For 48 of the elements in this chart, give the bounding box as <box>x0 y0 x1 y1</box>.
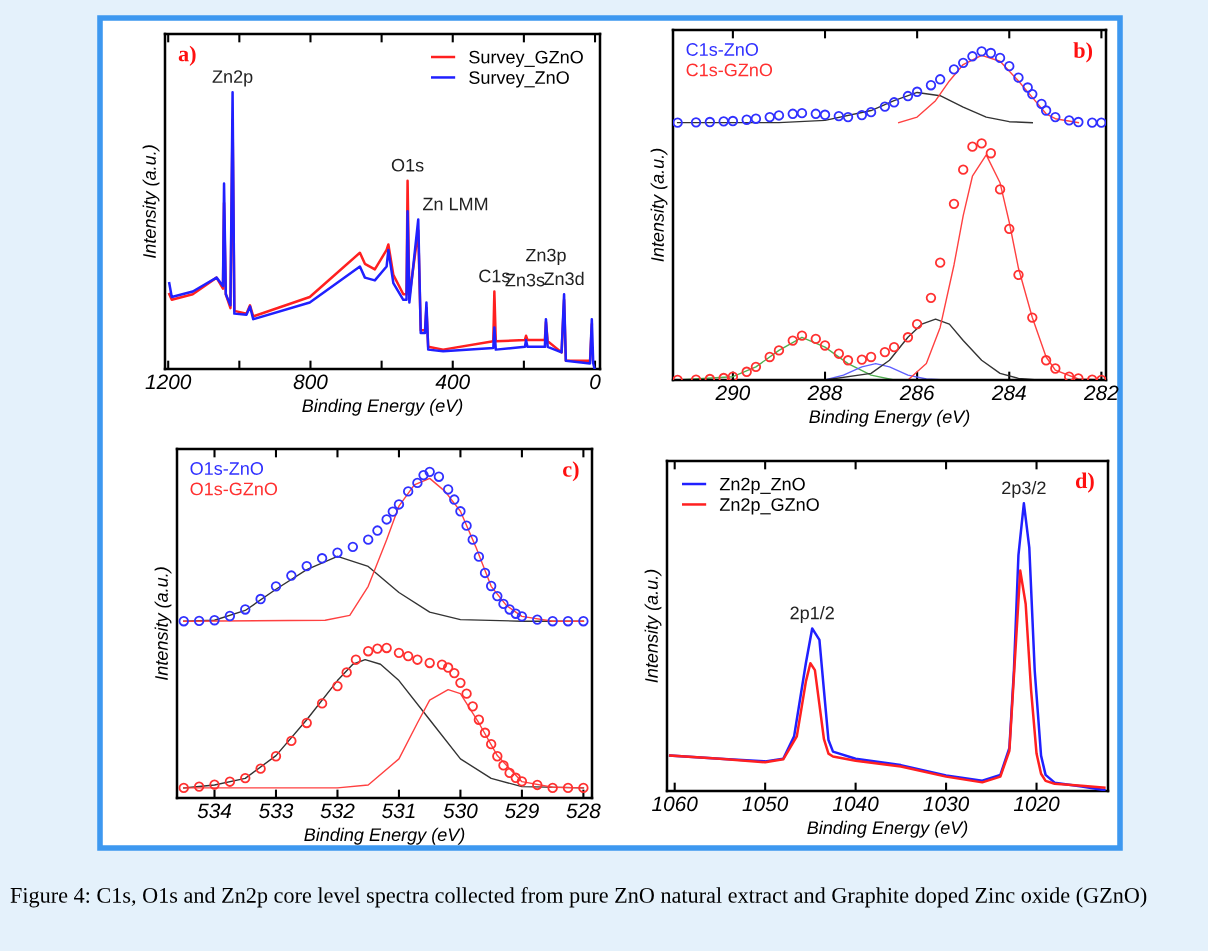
annotation: Zn3d <box>544 271 584 286</box>
legend-label: Zn2p_ZnO <box>719 477 805 495</box>
x-tick-label: 531 <box>382 803 415 819</box>
y-axis-title: Intensity (a.u.) <box>154 567 172 680</box>
x-tick-label: 286 <box>899 385 935 401</box>
annotation: Zn2p <box>212 70 253 87</box>
x-tick-label: 0 <box>590 374 601 390</box>
x-tick-label: 529 <box>505 803 539 819</box>
x-tick-label: 1060 <box>652 796 698 812</box>
x-tick-label: 288 <box>807 385 843 401</box>
y-axis-title: Intensity (a.u.) <box>142 145 160 258</box>
x-axis-title: Binding Energy (eV) <box>302 398 463 416</box>
chart-title: d) <box>1075 472 1094 493</box>
x-tick-label: 532 <box>320 803 355 819</box>
x-tick-label: 533 <box>259 803 294 819</box>
x-axis-title: Binding Energy (eV) <box>809 409 970 427</box>
legend-label: Zn2p_GZnO <box>719 498 819 515</box>
y-axis-title: Intensity (a.u.) <box>644 569 662 683</box>
x-tick-label: 530 <box>443 803 478 819</box>
x-tick-label: 284 <box>991 385 1026 401</box>
legend-label: Survey_GZnO <box>469 50 583 68</box>
chart-title: a) <box>178 45 196 66</box>
chart-title: b) <box>1073 42 1093 63</box>
annotation: O1s <box>391 158 424 172</box>
text: O1s-GZnO <box>190 482 278 496</box>
x-tick-label: 1200 <box>145 374 192 390</box>
annotation: Zn3p <box>525 248 566 266</box>
chart-title: c) <box>563 461 579 482</box>
x-tick-label: 528 <box>566 803 601 819</box>
x-tick-label: 534 <box>197 803 232 819</box>
x-tick-label: 1040 <box>832 796 879 812</box>
annotation: Zn LMM <box>422 197 488 211</box>
x-tick-label: 290 <box>715 385 751 401</box>
x-axis-title: Binding Energy (eV) <box>304 827 465 845</box>
annotation: 2p3/2 <box>1002 480 1046 498</box>
x-tick-label: 1020 <box>1013 796 1060 812</box>
legend-label: Survey_ZnO <box>469 71 569 88</box>
text: O1s-ZnO <box>190 462 264 475</box>
annotation: 2p1/2 <box>790 606 834 623</box>
text: C1s-ZnO <box>686 43 759 56</box>
x-tick-label: 1030 <box>923 796 970 812</box>
x-tick-label: 800 <box>293 374 328 390</box>
caption: Figure 4: C1s, O1s and Zn2p core level spectra collected from pure ZnO natural extract and Graphite doped Zinc oxide (GZnO) <box>10 887 1147 908</box>
y-axis-title: Intensity (a.u.) <box>650 148 668 262</box>
x-tick-label: 400 <box>435 374 470 390</box>
x-axis-title: Binding Energy (eV) <box>807 820 968 838</box>
x-tick-label: 1050 <box>742 796 789 812</box>
text: C1s-GZnO <box>686 63 773 77</box>
